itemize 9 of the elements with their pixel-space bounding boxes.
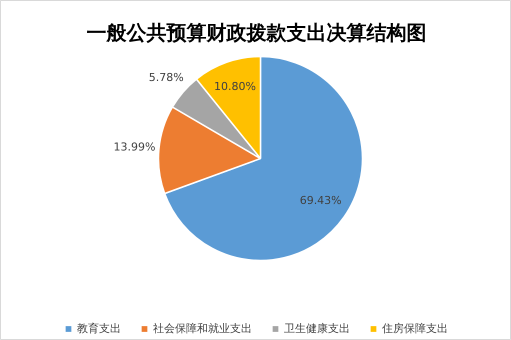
data-label: 5.78% bbox=[148, 70, 184, 84]
chart-title: 一般公共预算财政拨款支出决算结构图 bbox=[86, 20, 426, 45]
legend-label: 住房保障支出 bbox=[382, 321, 448, 336]
legend-label: 卫生健康支出 bbox=[284, 321, 350, 336]
data-label: 10.80% bbox=[214, 80, 256, 93]
data-label: 69.43% bbox=[300, 194, 342, 208]
data-label: 13.99% bbox=[114, 140, 156, 154]
legend-label: 教育支出 bbox=[77, 321, 121, 336]
legend-label: 社会保障和就业支出 bbox=[153, 321, 252, 336]
